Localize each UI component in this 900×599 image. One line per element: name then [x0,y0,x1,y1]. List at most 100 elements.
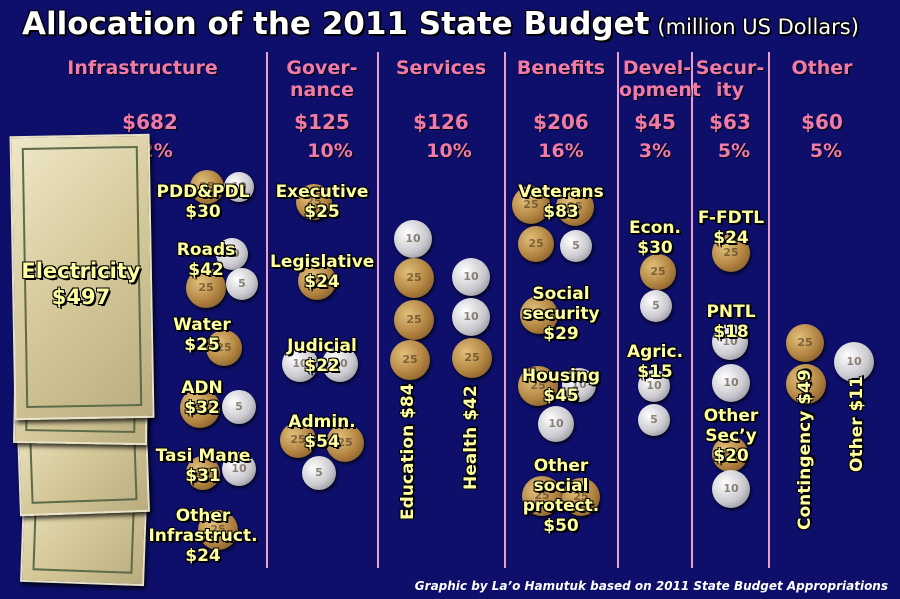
column-separator [266,52,268,568]
coin-image: 25 [298,262,336,300]
label-water-value: $25 [184,335,220,355]
header-development: Devel-opment [619,57,701,101]
label-econ-value: $30 [637,238,673,258]
coin-image: 10 [222,452,256,486]
percent-services: 10% [426,140,472,162]
label-osp-value: $50 [543,516,579,536]
label-osp-line1: Other [533,456,589,476]
percent-governance: 10% [307,140,353,162]
header-development-line1: Devel- [622,57,692,79]
column-separator [768,52,770,568]
label-pntl-name: PNTL [706,302,756,322]
header-other: Other [791,57,853,79]
coin-image: 25 [186,268,226,308]
coin-image: 10 [562,368,596,402]
coin-image: 25 [190,170,224,204]
label-electricity: Electricity $497 [18,258,144,310]
label-adn: ADN $32 [152,378,252,418]
label-roads-name: Roads [176,240,236,260]
coin-image: 10 [712,364,750,402]
amount-infrastructure: $682 [122,110,178,134]
label-executive-name: Executive [275,182,369,202]
coin-image: 25 [512,186,550,224]
label-roads: Roads $42 [156,240,256,280]
coin-image: 25 [522,476,562,516]
label-judicial: Judicial $22 [270,336,374,376]
coin-image: 5 [226,268,258,300]
label-legislative: Legislative $24 [270,252,374,292]
label-housing: Housing $45 [506,366,616,406]
label-other-11: Other $11 [847,376,867,472]
label-social-security-line1: Social [532,284,590,304]
percent-security: 5% [717,140,751,162]
label-education: Education $84 [398,383,418,520]
label-legislative-name: Legislative [270,252,375,272]
label-ffdtl-value: $24 [713,228,749,248]
label-roads-value: $42 [188,260,224,280]
label-tasi-mane-value: $31 [185,466,221,486]
label-ffdtl-name: F-FDTL [697,208,765,228]
header-security-line1: Secur- [695,57,765,79]
header-infrastructure: Infrastructure [67,57,218,79]
percent-other: 5% [809,140,843,162]
label-other-social-protection: Other social protect. $50 [506,456,616,536]
column-separator [617,52,619,568]
label-other-infrastructure-line1: Other [175,506,231,526]
coin-image: 5 [638,404,670,436]
header-governance: Gover-nance [272,57,372,101]
label-econ: Econ. $30 [620,218,690,258]
label-veterans-name: Veterans [518,182,604,202]
label-other-infrastructure: Other Infrastruct. $24 [146,506,260,566]
label-pdd-value: $30 [185,202,221,222]
label-judicial-name: Judicial [287,336,357,356]
title-text: Allocation of the 2011 State Budget [22,6,650,42]
amount-development: $45 [634,110,676,134]
coin-image: 25 [326,424,364,462]
coin-image: 25 [186,456,220,490]
coin-image: 10 [282,346,318,382]
coin-image: 25 [452,338,492,378]
label-agric: Agric. $15 [620,342,690,382]
label-osp-line2: social [533,476,589,496]
label-other-security-value: $20 [713,446,749,466]
coin-image: 25 [394,258,434,298]
title-unit: (million US Dollars) [657,15,859,39]
label-legislative-value: $24 [304,272,340,292]
coin-image: 25 [296,184,332,220]
coin-image: 25 [786,324,824,362]
amount-benefits: $206 [533,110,589,134]
coin-image: 5 [302,456,336,490]
label-executive: Executive $25 [270,182,374,222]
label-other-security-line1: Other [703,406,759,426]
label-pdd-name: PDD&PDL [156,182,250,202]
label-social-security-line2: security [522,304,600,324]
label-housing-name: Housing [521,366,601,386]
label-veterans-value: $83 [543,202,579,222]
label-housing-value: $45 [543,386,579,406]
coin-image: 10 [638,370,670,402]
header-benefits: Benefits [516,57,606,79]
label-social-security: Social security $29 [506,284,616,344]
header-security-line2: ity [716,79,744,101]
coin-image: 25 [556,188,594,226]
coin-image: 25 [394,300,434,340]
header-governance-line1: Gover- [286,57,358,79]
coin-image: 25 [180,388,220,428]
header-development-line2: opment [619,79,701,101]
amount-governance: $125 [294,110,350,134]
header-services: Services [395,57,487,79]
label-osp-line3: protect. [522,496,600,516]
label-admin-name: Admin. [288,412,356,432]
coin-image: 10 [452,298,490,336]
column-separator [377,52,379,568]
coin-image: 25 [640,254,676,290]
coin-image: 25 [518,366,558,406]
coin-image: 25 [562,478,600,516]
label-veterans: Veterans $83 [506,182,616,222]
label-pntl-value: $18 [713,322,749,342]
label-admin: Admin. $54 [270,412,374,452]
label-pntl: PNTL $18 [694,302,768,342]
column-separator [691,52,693,568]
label-tasi-mane: Tasi Mane $31 [148,446,258,486]
percent-benefits: 16% [538,140,584,162]
